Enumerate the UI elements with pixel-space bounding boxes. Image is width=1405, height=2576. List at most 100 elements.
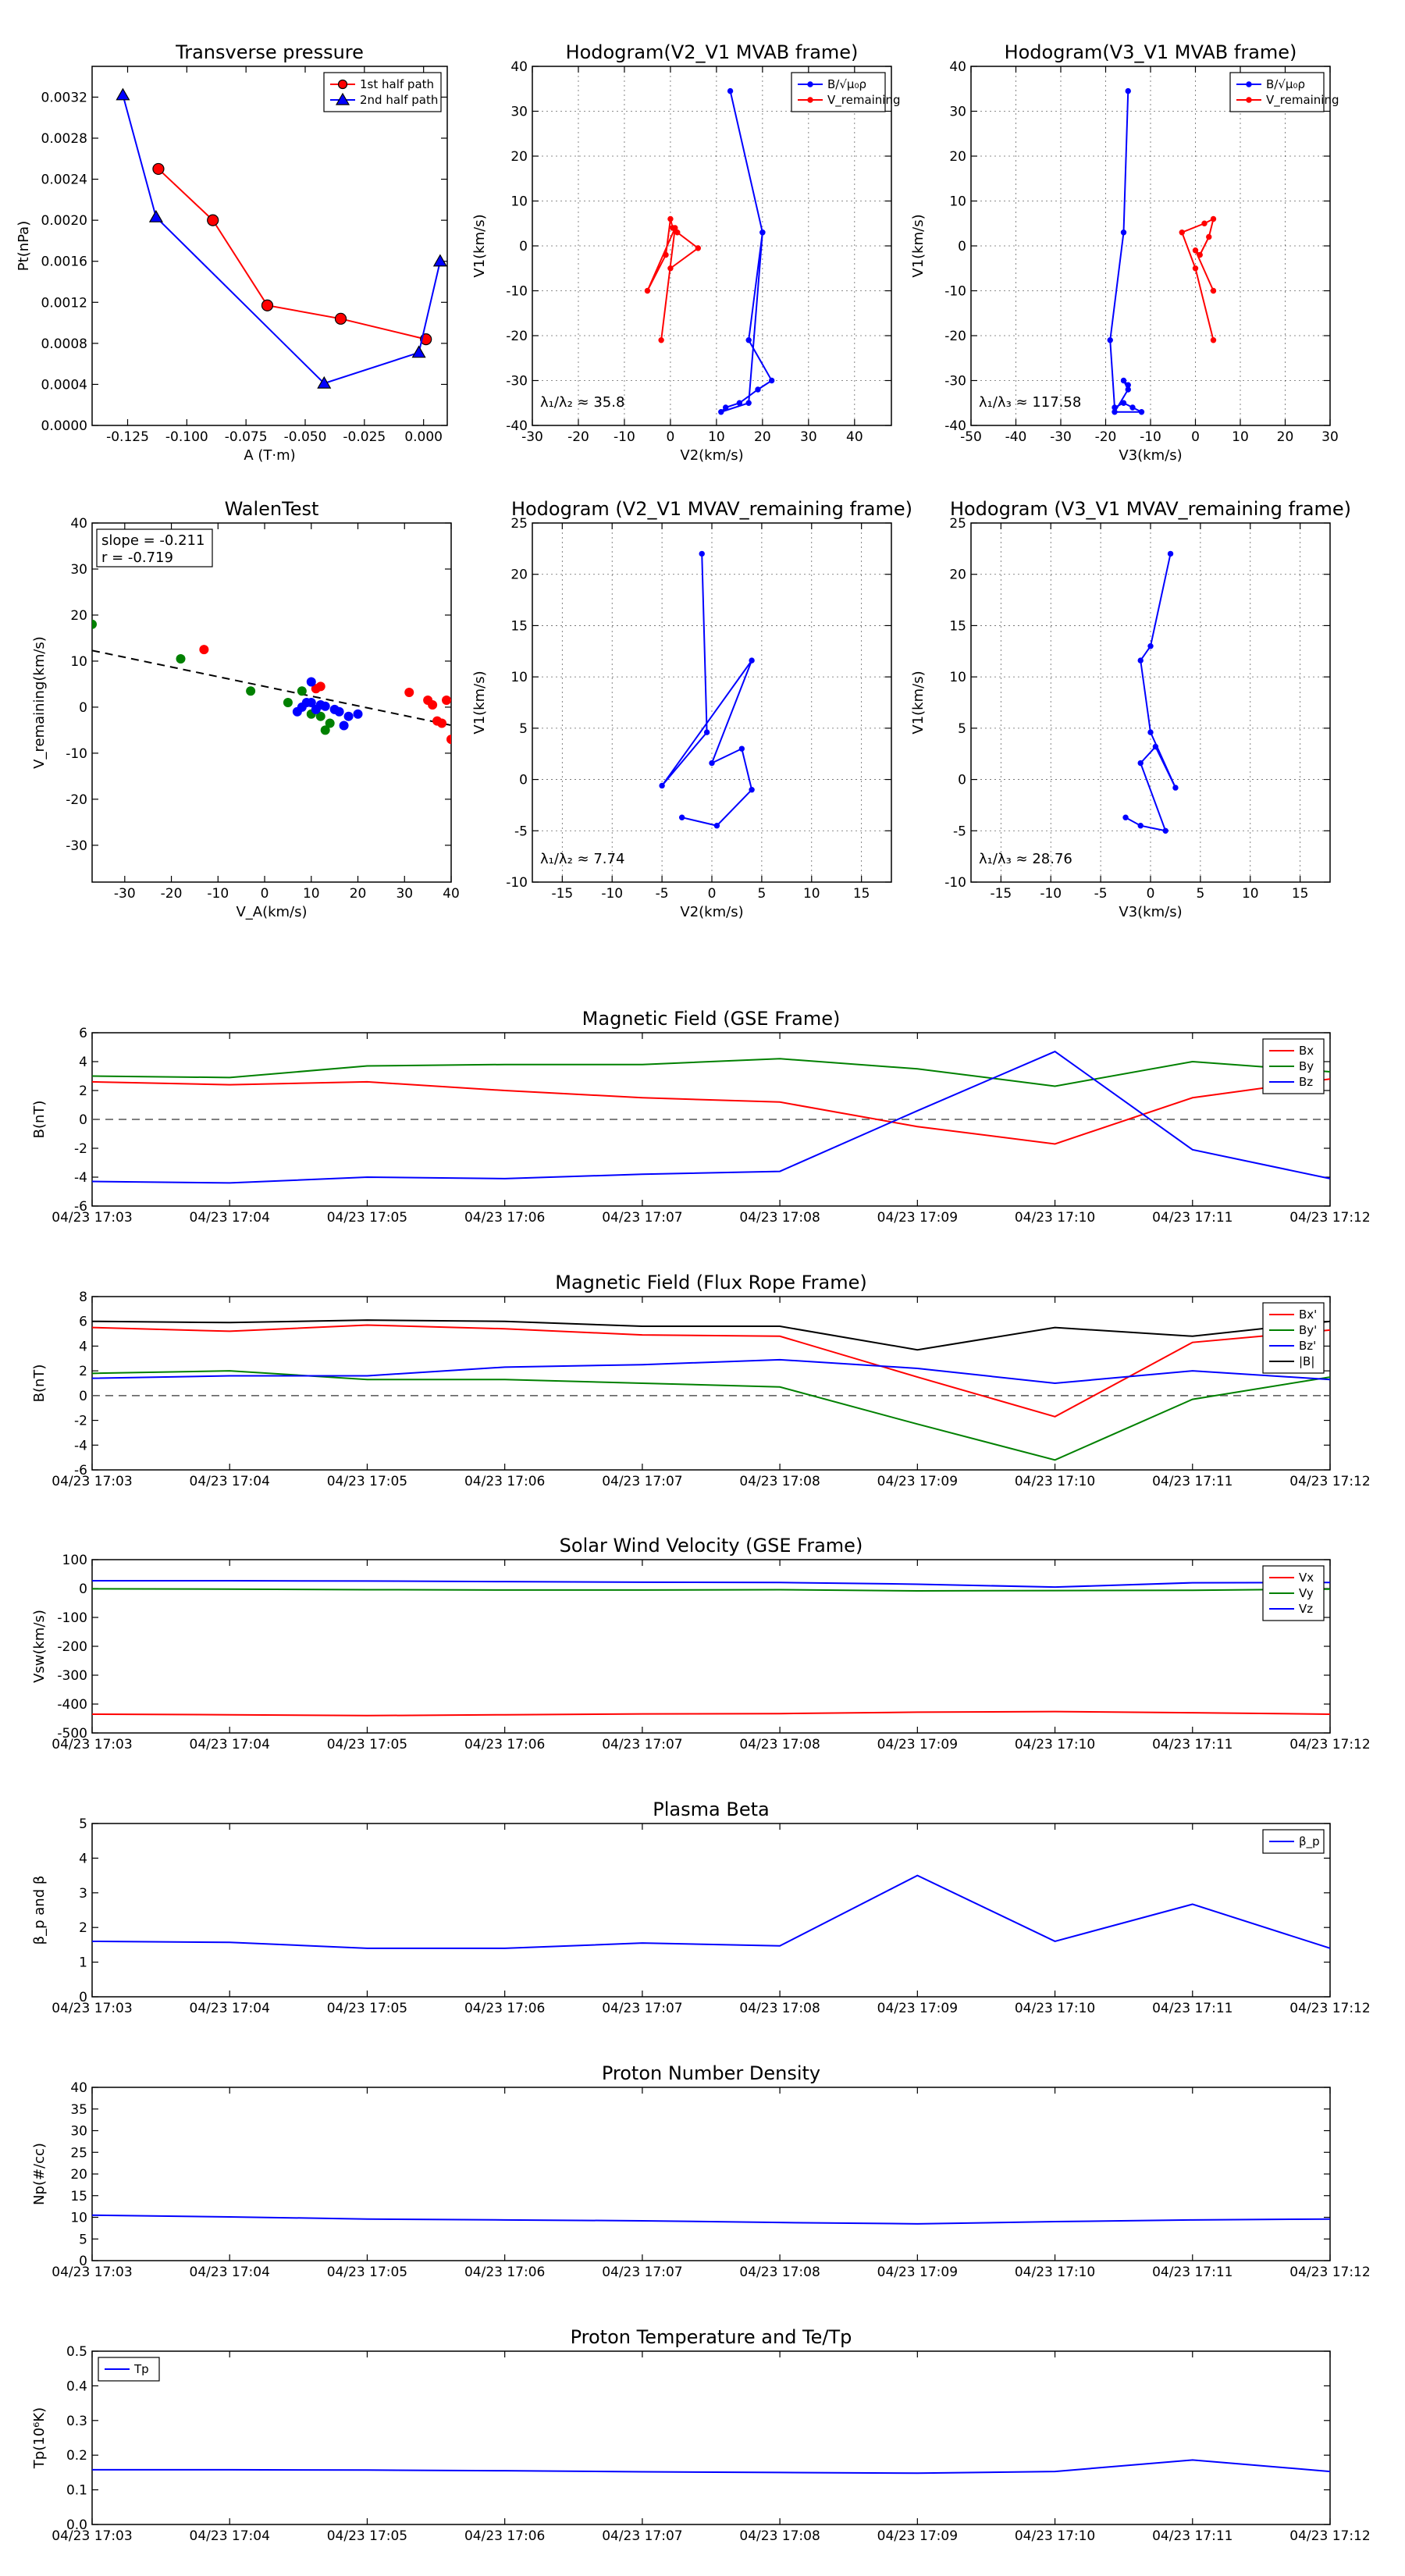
h1-ytick-label: -40 bbox=[506, 418, 528, 434]
walen-stat-line: r = -0.719 bbox=[101, 550, 173, 566]
tp-xtick-label: 04/23 17:07 bbox=[602, 2528, 682, 2544]
tp-series-line bbox=[92, 2459, 1330, 2475]
bgse-xtick-label: 04/23 17:11 bbox=[1152, 1210, 1232, 1226]
bgse-xtick-label: 04/23 17:10 bbox=[1015, 1210, 1095, 1226]
h2-xtick-label: 10 bbox=[1232, 429, 1249, 445]
beta-ytick-label: 2 bbox=[79, 1920, 87, 1936]
vsw-ytick-label: 100 bbox=[62, 1553, 87, 1568]
h1-ylabel: V1(km/s) bbox=[471, 214, 488, 277]
pt-point bbox=[432, 254, 447, 267]
h3-point bbox=[749, 787, 755, 793]
h4-xtick-label: 0 bbox=[1147, 886, 1155, 902]
h1-point bbox=[768, 377, 775, 384]
h3-xtick-label: -5 bbox=[656, 886, 669, 902]
np-xtick-label: 04/23 17:06 bbox=[464, 2265, 545, 2280]
h2-ytick-label: 10 bbox=[949, 194, 966, 210]
h4-point bbox=[1122, 814, 1129, 820]
walen-point bbox=[176, 653, 186, 664]
bfr-ytick-label: -4 bbox=[74, 1438, 87, 1453]
bfr-ytick-label: -2 bbox=[74, 1414, 87, 1429]
walen-ytick-label: 20 bbox=[70, 608, 87, 624]
tp-data-layer bbox=[92, 2459, 1330, 2475]
walen-ytick-label: 40 bbox=[70, 516, 87, 532]
bgse-ytick-label: 0 bbox=[79, 1112, 87, 1128]
h1-point bbox=[745, 337, 752, 343]
bfr-legend-label: |B| bbox=[1299, 1354, 1314, 1368]
np-ytick-label: 5 bbox=[79, 2232, 87, 2247]
h3-ylabel: V1(km/s) bbox=[471, 671, 488, 734]
pt-ytick-label: 0.0000 bbox=[41, 418, 87, 434]
h2-legend-marker bbox=[1246, 97, 1252, 103]
bgse-xtick-label: 04/23 17:06 bbox=[464, 1210, 545, 1226]
pt-ytick-label: 0.0020 bbox=[41, 213, 87, 229]
h2-xlabel: V3(km/s) bbox=[1119, 447, 1182, 464]
h4-xtick-label: -5 bbox=[1094, 886, 1108, 902]
h2-point bbox=[1179, 229, 1185, 236]
walen-point bbox=[246, 686, 256, 696]
vsw-xtick-label: 04/23 17:07 bbox=[602, 1737, 682, 1752]
h1-legend-marker bbox=[807, 97, 813, 103]
h2-xtick-label: -10 bbox=[1140, 429, 1161, 445]
h3-xtick-label: -15 bbox=[551, 886, 573, 902]
h3-point bbox=[709, 760, 715, 767]
vsw-data-layer bbox=[92, 1580, 1330, 1717]
bgse-ytick-label: 6 bbox=[79, 1026, 87, 1041]
walen-point bbox=[199, 645, 209, 655]
h1-xtick-label: 0 bbox=[667, 429, 675, 445]
tp-ytick-label: 0.5 bbox=[66, 2344, 87, 2360]
bfr-series-line bbox=[92, 1324, 1330, 1418]
vsw-xtick-label: 04/23 17:08 bbox=[739, 1737, 820, 1752]
beta-ytick-label: 3 bbox=[79, 1886, 87, 1902]
h3-point bbox=[699, 550, 705, 557]
walen-data-layer bbox=[92, 619, 451, 745]
h4-ytick-label: 0 bbox=[958, 773, 966, 788]
h1-point bbox=[727, 87, 734, 94]
h2-point bbox=[1125, 87, 1131, 94]
h2-ytick-label: -40 bbox=[944, 418, 966, 434]
tp-plot-frame bbox=[91, 2350, 1331, 2525]
h4-ytick-label: 20 bbox=[949, 568, 966, 583]
vsw-xtick-label: 04/23 17:10 bbox=[1015, 1737, 1095, 1752]
walen-xtick-label: 10 bbox=[303, 886, 320, 902]
beta-xtick-label: 04/23 17:12 bbox=[1289, 2001, 1370, 2016]
h1-xtick-label: 20 bbox=[754, 429, 771, 445]
beta-xtick-label: 04/23 17:05 bbox=[327, 2001, 407, 2016]
bgse-title: Magnetic Field (GSE Frame) bbox=[582, 1008, 841, 1030]
h2-xtick-label: -50 bbox=[960, 429, 982, 445]
bfr-ytick-label: 6 bbox=[79, 1315, 87, 1330]
walen-point bbox=[339, 720, 349, 731]
bfr-title: Magnetic Field (Flux Rope Frame) bbox=[555, 1272, 866, 1293]
pt-xtick-label: -0.075 bbox=[225, 429, 268, 445]
h1-point bbox=[644, 287, 651, 294]
h1-legend-marker bbox=[807, 81, 813, 87]
h1-point bbox=[674, 229, 681, 236]
h2-point bbox=[1201, 220, 1208, 226]
tp-xtick-label: 04/23 17:05 bbox=[327, 2528, 407, 2544]
beta-ytick-label: 5 bbox=[79, 1816, 87, 1832]
pt-legend-label: 1st half path bbox=[360, 77, 434, 91]
h2-eigen-ratio: λ₁/λ₃ ≈ 117.58 bbox=[979, 394, 1081, 411]
pt-xtick-label: -0.100 bbox=[165, 429, 208, 445]
pt-point bbox=[207, 214, 219, 226]
walen-ytick-label: 30 bbox=[70, 562, 87, 578]
pt-point bbox=[152, 162, 165, 176]
bgse-legend-label: Bx bbox=[1299, 1044, 1314, 1058]
pt-point bbox=[261, 299, 274, 311]
h4-point bbox=[1137, 657, 1144, 664]
bgse-legend-label: Bz bbox=[1299, 1075, 1313, 1089]
h2-xtick-label: 0 bbox=[1191, 429, 1200, 445]
np-data-layer bbox=[92, 2214, 1330, 2225]
vsw-ytick-label: -500 bbox=[57, 1726, 87, 1742]
h4-point bbox=[1162, 827, 1168, 834]
h1-point bbox=[759, 229, 766, 236]
vsw-plot-frame bbox=[91, 1559, 1331, 1734]
bfr-xtick-label: 04/23 17:11 bbox=[1152, 1474, 1232, 1489]
pt-plot-frame bbox=[91, 66, 448, 426]
h3-point bbox=[713, 823, 720, 829]
tp-xtick-label: 04/23 17:04 bbox=[190, 2528, 270, 2544]
h1-series-line bbox=[646, 219, 699, 340]
h1-eigen-ratio: λ₁/λ₂ ≈ 35.8 bbox=[540, 394, 624, 411]
h1-ytick-label: 30 bbox=[510, 105, 528, 120]
tp-xtick-label: 04/23 17:06 bbox=[464, 2528, 545, 2544]
tp-ytick-label: 0.1 bbox=[66, 2483, 87, 2499]
